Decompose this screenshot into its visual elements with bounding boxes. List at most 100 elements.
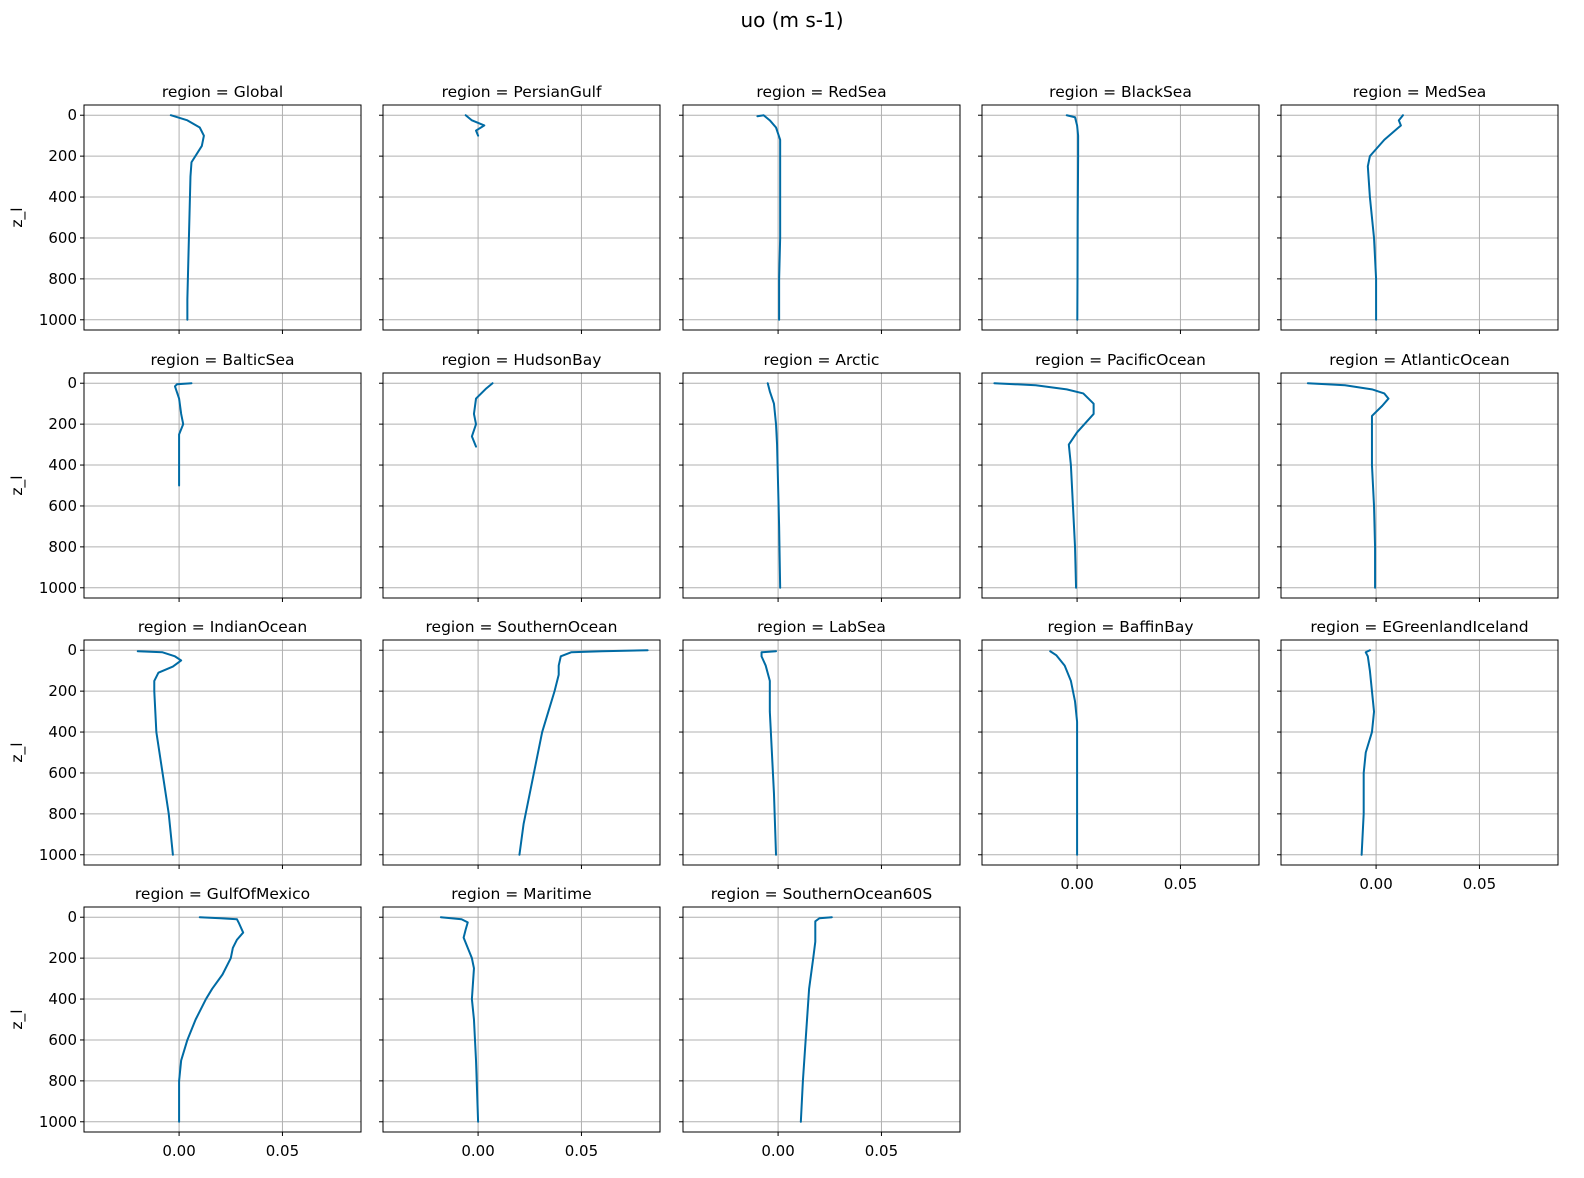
panel-title: region = IndianOcean (138, 618, 307, 636)
panel-title: region = RedSea (756, 83, 886, 101)
y-axis-label: z_l (8, 742, 27, 762)
axes-frame (981, 639, 1260, 866)
panel-medsea: region = MedSea (1277, 83, 1559, 334)
axes-frame (382, 372, 661, 599)
profile-line (799, 916, 833, 1123)
profile-line (464, 114, 486, 137)
axes-frame (83, 104, 362, 331)
profile-line (136, 650, 183, 856)
x-tick-label: 0.05 (865, 1142, 898, 1160)
panel-labsea: region = LabSea (679, 618, 961, 869)
axes-frame (382, 104, 661, 331)
x-tick-label: 0.05 (565, 1142, 598, 1160)
y-tick-label: 600 (48, 229, 77, 247)
y-tick-label: 800 (48, 538, 77, 556)
y-tick-label: 200 (48, 949, 77, 967)
panel-title: region = HudsonBay (442, 351, 602, 369)
panel-title: region = BlackSea (1049, 83, 1192, 101)
figure-title: uo (m s-1) (740, 8, 843, 32)
panel-title: region = BalticSea (150, 351, 294, 369)
panel-title: region = Global (162, 83, 283, 101)
panel-global: region = Global 0 200 400 600 800 1000 z_l (8, 83, 362, 334)
profile-line (993, 382, 1095, 589)
x-tick-label: 0.05 (1463, 875, 1496, 893)
axes-frame (83, 372, 362, 599)
profile-line (169, 114, 205, 321)
profile-line (760, 650, 778, 856)
panel-hudsonbay: region = HudsonBay (379, 351, 661, 602)
facet-panels: region = Global02004006008001000z_lregio… (8, 83, 1559, 1160)
panel-pacificocean: region = PacificOcean (978, 351, 1260, 602)
axes-frame (682, 104, 961, 331)
panel-atlanticocean: region = AtlanticOcean (1277, 351, 1559, 602)
x-tick-label: 0.00 (1359, 875, 1392, 893)
panel-title: region = PacificOcean (1035, 351, 1206, 369)
axes-frame (83, 639, 362, 866)
panel-title: region = MedSea (1353, 83, 1486, 101)
y-tick-label: 0 (67, 908, 77, 926)
axes-frame (682, 372, 961, 599)
y-tick-label: 200 (48, 415, 77, 433)
y-tick-label: 1000 (39, 846, 77, 864)
y-tick-label: 1000 (39, 579, 77, 597)
y-axis-label: z_l (8, 475, 27, 495)
y-tick-label: 400 (48, 456, 77, 474)
panel-persiangulf: region = PersianGulf (379, 83, 661, 334)
y-tick-label: 200 (48, 147, 77, 165)
profile-line (766, 382, 782, 589)
y-tick-label: 600 (48, 764, 77, 782)
y-tick-label: 0 (67, 374, 77, 392)
panel-gulfofmexico: region = GulfOfMexico 0 200 400 600 800 1000 0.… (8, 885, 362, 1160)
y-axis-label: z_l (8, 1009, 27, 1029)
profile-line (518, 649, 649, 856)
panel-title: region = Maritime (451, 885, 591, 903)
axes-frame (83, 906, 362, 1133)
y-tick-label: 0 (67, 106, 77, 124)
y-tick-label: 800 (48, 1072, 77, 1090)
y-tick-label: 200 (48, 682, 77, 700)
panel-southernocean60s: region = SouthernOcean60S 0.00 0.05 (679, 885, 961, 1160)
profile-line (178, 916, 245, 1123)
panel-title: region = GulfOfMexico (135, 885, 310, 903)
x-tick-label: 0.00 (461, 1142, 494, 1160)
axes-frame (1280, 104, 1559, 331)
profile-line (1360, 649, 1376, 856)
profile-line (756, 114, 782, 321)
axes-frame (981, 104, 1260, 331)
y-tick-label: 1000 (39, 1113, 77, 1131)
y-tick-label: 600 (48, 497, 77, 515)
panel-title: region = LabSea (757, 618, 886, 636)
y-tick-label: 800 (48, 270, 77, 288)
panel-title: region = Arctic (764, 351, 880, 369)
panel-title: region = SouthernOcean60S (711, 885, 933, 903)
y-tick-label: 800 (48, 805, 77, 823)
panel-title: region = EGreenlandIceland (1310, 618, 1528, 636)
y-tick-label: 400 (48, 990, 77, 1008)
x-tick-label: 0.05 (266, 1142, 299, 1160)
panel-title: region = BaffinBay (1047, 618, 1193, 636)
y-tick-label: 400 (48, 188, 77, 206)
profile-line (470, 382, 494, 448)
panel-southernocean: region = SouthernOcean (379, 618, 661, 869)
y-tick-label: 600 (48, 1031, 77, 1049)
axes-frame (1280, 639, 1559, 866)
panel-baffinbay: region = BaffinBay 0.00 0.05 (978, 618, 1260, 893)
profile-line (1306, 382, 1390, 589)
axes-frame (981, 372, 1260, 599)
profile-line (1049, 650, 1079, 856)
panel-title: region = SouthernOcean (426, 618, 618, 636)
profile-line (173, 382, 193, 487)
axes-frame (382, 639, 661, 866)
axes-frame (382, 906, 661, 1133)
axes-frame (1280, 372, 1559, 599)
panel-title: region = PersianGulf (442, 83, 602, 101)
panel-redsea: region = RedSea (679, 83, 961, 334)
panel-title: region = AtlanticOcean (1329, 351, 1509, 369)
panel-blacksea: region = BlackSea (978, 83, 1260, 334)
axes-frame (682, 906, 961, 1133)
profile-line (1065, 114, 1080, 321)
y-tick-label: 1000 (39, 311, 77, 329)
x-tick-label: 0.05 (1164, 875, 1197, 893)
y-axis-label: z_l (8, 207, 27, 227)
